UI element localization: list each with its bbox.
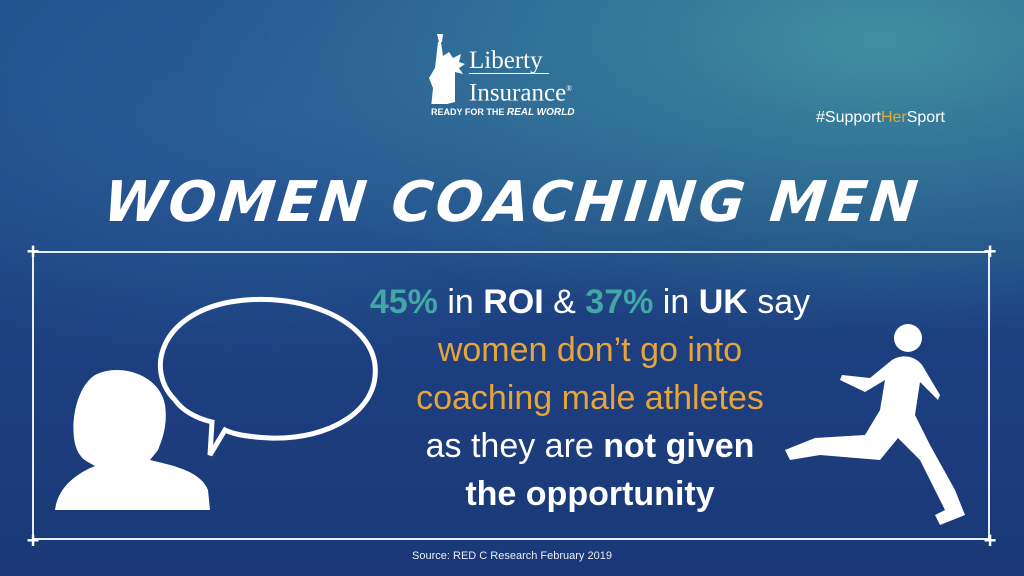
roi-percentage: 45% bbox=[369, 283, 438, 321]
corner-plus-icon: + bbox=[26, 528, 40, 553]
woman-silhouette-icon bbox=[55, 369, 210, 510]
content-frame bbox=[32, 251, 990, 540]
text: as they are bbox=[425, 427, 604, 465]
message-line-5: the opportunity bbox=[465, 475, 715, 513]
hashtag-part-2: Her bbox=[880, 109, 907, 126]
message-line-1: 45% in ROI & 37% in UK say bbox=[300, 278, 880, 326]
hashtag: #SupportHerSport bbox=[816, 109, 945, 127]
corner-plus-icon: + bbox=[983, 528, 997, 553]
speech-bubble-icon bbox=[158, 296, 378, 457]
liberty-insurance-logo: Liberty Insurance® READY FOR THE REAL WO… bbox=[425, 32, 605, 122]
message-line-3: coaching male athletes bbox=[416, 379, 764, 417]
tagline-prefix: READY FOR THE bbox=[431, 107, 505, 117]
hashtag-part-3: Sport bbox=[906, 109, 945, 126]
uk-label: UK bbox=[698, 283, 748, 321]
runner-silhouette-icon bbox=[785, 324, 965, 525]
message-line-4: as they are not given bbox=[300, 422, 880, 470]
statistic-message: 45% in ROI & 37% in UK say women don’t g… bbox=[300, 278, 880, 518]
registered-mark: ® bbox=[566, 84, 573, 93]
logo-line-1: Liberty bbox=[469, 48, 549, 74]
tagline-script: REAL WORLD bbox=[506, 107, 575, 118]
text: in bbox=[653, 283, 699, 321]
woman-and-speech-bubble bbox=[55, 296, 378, 510]
text: in bbox=[437, 283, 484, 321]
statue-of-liberty-logo-icon bbox=[429, 34, 465, 104]
text: & bbox=[543, 283, 586, 321]
message-line-2: women don’t go into bbox=[437, 331, 743, 369]
corner-plus-icon: + bbox=[983, 239, 997, 264]
page-title: WOMEN COACHING MEN bbox=[100, 170, 924, 235]
logo-tagline: READY FOR THE REAL WORLD bbox=[431, 107, 574, 118]
logo-line-2: Insurance® bbox=[469, 76, 572, 105]
corner-plus-icon: + bbox=[26, 239, 40, 264]
logo-insurance: Insurance bbox=[469, 79, 567, 107]
source-note: Source: RED C Research February 2019 bbox=[412, 550, 612, 562]
emphasis-text: not given bbox=[603, 427, 755, 465]
uk-percentage: 37% bbox=[585, 283, 654, 321]
hashtag-part-1: #Support bbox=[816, 109, 881, 126]
roi-label: ROI bbox=[483, 283, 544, 321]
text: say bbox=[747, 283, 811, 321]
